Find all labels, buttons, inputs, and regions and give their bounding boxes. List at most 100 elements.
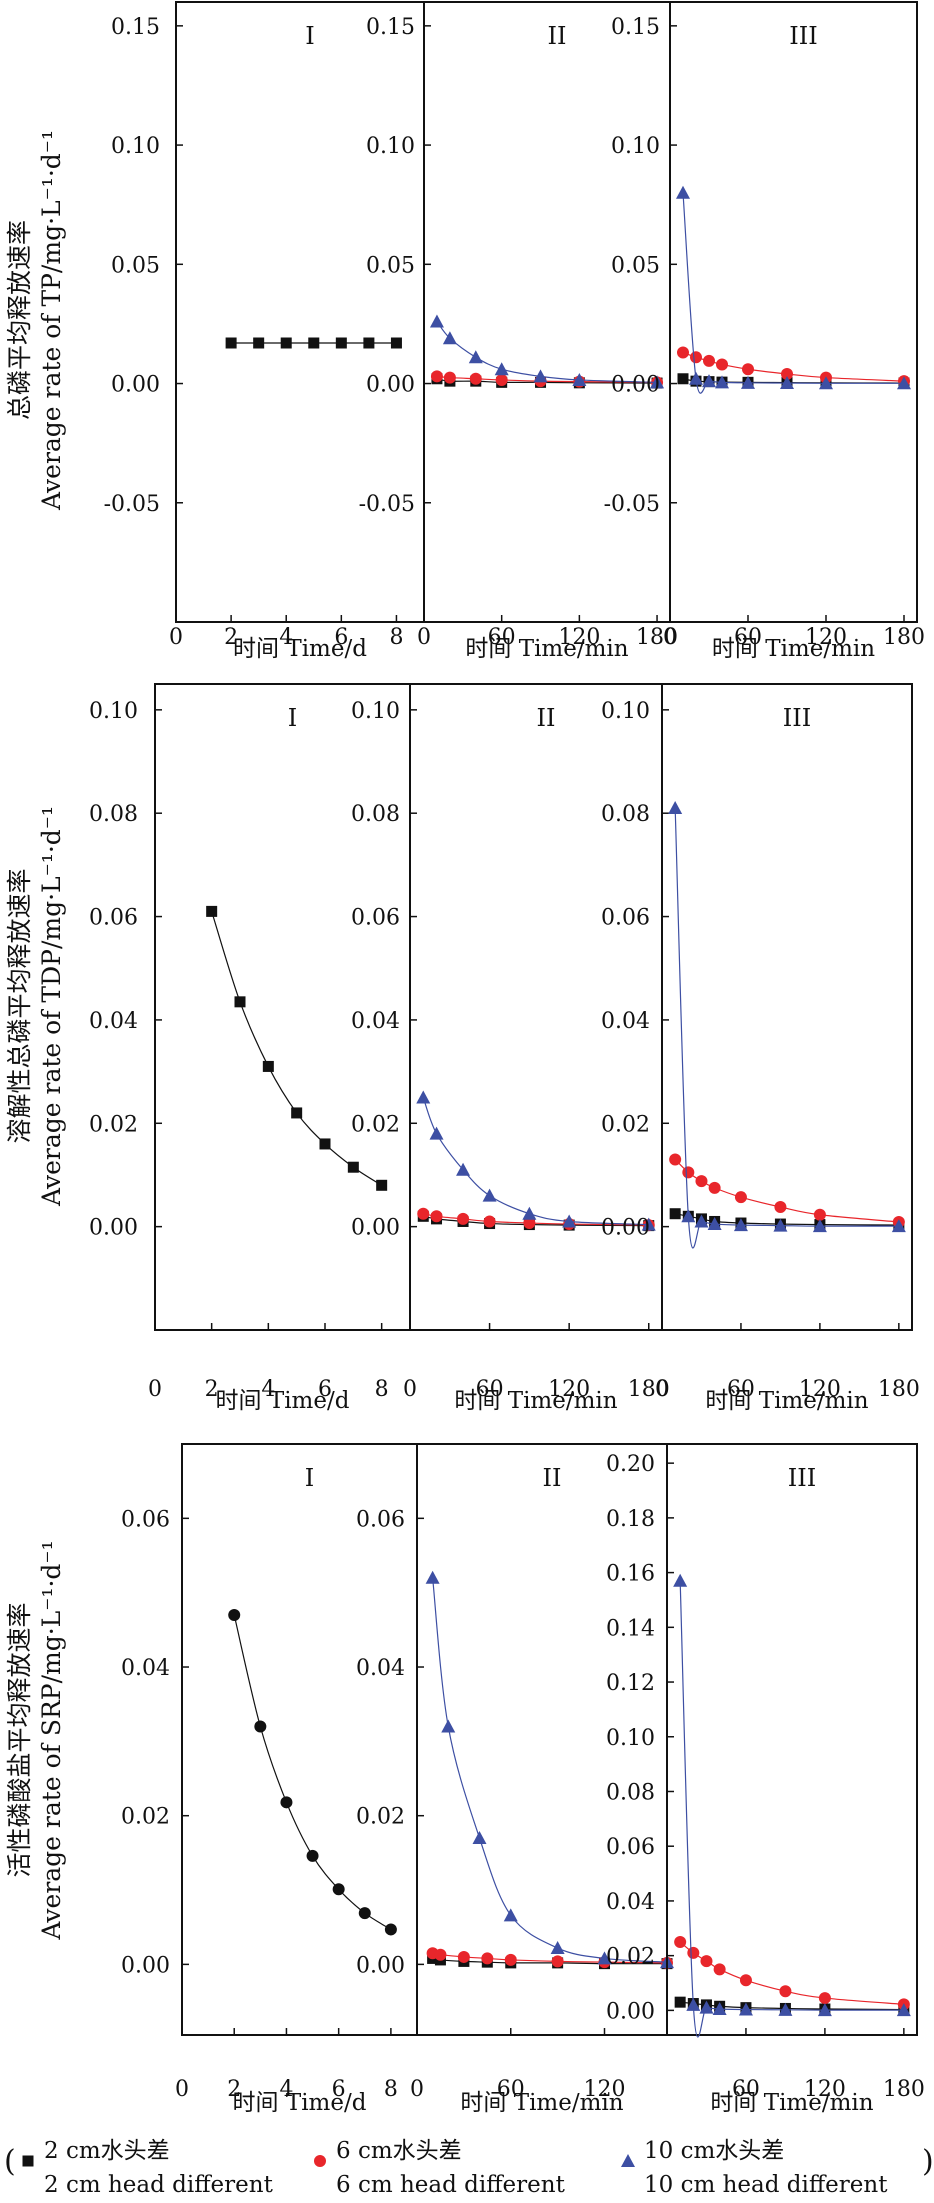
x-tick-label: 0 bbox=[169, 625, 183, 650]
data-point bbox=[812, 1219, 827, 1233]
data-point bbox=[494, 362, 509, 376]
data-point bbox=[739, 1974, 752, 1987]
x-axis-label: 时间 Time/min bbox=[454, 1388, 617, 1414]
legend-label-en: 6 cm head different bbox=[336, 2172, 566, 2198]
x-tick-label: 8 bbox=[384, 2077, 398, 2102]
data-point bbox=[641, 1217, 656, 1231]
x-tick-label: 60 bbox=[734, 625, 762, 650]
data-point bbox=[469, 372, 482, 385]
y-tick-label: 0.04 bbox=[356, 1656, 405, 1681]
y-tick-label: 0.04 bbox=[351, 1009, 400, 1034]
data-point bbox=[280, 1796, 293, 1809]
y-axis-label-cn: 活性磷酸盐平均释放速率 bbox=[5, 1602, 34, 1877]
data-point bbox=[503, 1908, 518, 1922]
data-point bbox=[472, 1831, 487, 1844]
data-point bbox=[686, 1997, 701, 2011]
x-axis-label: 时间 Time/d bbox=[233, 636, 367, 662]
y-axis-label-cn: 总磷平均释放速率 bbox=[5, 220, 34, 420]
series-line bbox=[432, 1577, 668, 1963]
y-tick-label: 0.14 bbox=[606, 1616, 655, 1641]
y-axis-label-group: 活性磷酸盐平均释放速率 Average rate of SRP/mg·L⁻¹·d⁻… bbox=[5, 1540, 66, 1940]
data-point bbox=[690, 351, 702, 364]
data-point bbox=[523, 1217, 536, 1230]
data-point bbox=[713, 1963, 726, 1976]
data-point bbox=[673, 1573, 688, 1587]
y-axis-label-group: 总磷平均释放速率 Average rate of TP/mg·L⁻¹·d⁻¹ bbox=[5, 130, 66, 511]
data-point bbox=[779, 1985, 792, 1998]
chart-srp: 活性磷酸盐平均释放速率 Average rate of SRP/mg·L⁻¹·d⁻… bbox=[5, 1443, 925, 2116]
circle-marker-icon bbox=[314, 2155, 326, 2167]
panel-label: II bbox=[537, 704, 556, 732]
data-point bbox=[896, 2003, 911, 2017]
legend-item: 10 cm水头差 10 cm head different bbox=[621, 2138, 888, 2198]
data-point bbox=[429, 314, 444, 328]
x-tick-label: 60 bbox=[727, 1377, 755, 1402]
y-axis-label-en: Average rate of TP/mg·L⁻¹·d⁻¹ bbox=[37, 130, 66, 511]
panel-frame bbox=[669, 1, 918, 623]
data-point bbox=[550, 1941, 565, 1955]
y-tick-label: 0.10 bbox=[366, 134, 415, 159]
data-point bbox=[891, 1219, 906, 1233]
data-point bbox=[482, 1188, 497, 1202]
series-s2cm bbox=[225, 337, 402, 349]
legend-label-cn: 6 cm水头差 bbox=[336, 2138, 462, 2164]
data-point bbox=[441, 1719, 456, 1733]
y-tick-label: 0.00 bbox=[121, 1953, 170, 1978]
data-point bbox=[819, 376, 833, 390]
x-tick-label: 60 bbox=[497, 2077, 525, 2102]
y-tick-label: 0.06 bbox=[356, 1507, 405, 1532]
x-tick-label: 180 bbox=[636, 625, 678, 650]
data-point bbox=[818, 1992, 831, 2005]
data-point bbox=[689, 371, 703, 385]
x-tick-label: 6 bbox=[332, 2077, 346, 2102]
data-point bbox=[306, 1849, 319, 1862]
data-point bbox=[669, 1153, 682, 1166]
panel-label: III bbox=[783, 704, 811, 732]
y-tick-label: 0.02 bbox=[121, 1805, 170, 1830]
data-point bbox=[677, 373, 689, 385]
data-point bbox=[695, 1175, 708, 1188]
x-tick-label: 2 bbox=[224, 625, 238, 650]
data-point bbox=[308, 337, 320, 349]
data-point bbox=[694, 1214, 709, 1228]
data-point bbox=[774, 1201, 787, 1214]
y-tick-label: 0.02 bbox=[89, 1112, 138, 1137]
y-tick-label: 0.12 bbox=[606, 1671, 655, 1696]
data-point bbox=[262, 1060, 274, 1072]
data-point bbox=[533, 369, 548, 383]
legend-label-cn: 10 cm水头差 bbox=[644, 2138, 784, 2164]
y-tick-label: 0.06 bbox=[89, 906, 138, 931]
data-point bbox=[712, 2002, 727, 2016]
x-tick-label: 120 bbox=[804, 2077, 846, 2102]
legend-item: 2 cm水头差 2 cm head different bbox=[22, 2138, 274, 2198]
data-point bbox=[376, 1179, 388, 1191]
y-tick-label: 0.10 bbox=[601, 699, 650, 724]
series-line bbox=[682, 351, 905, 382]
y-tick-label: 0.00 bbox=[351, 1216, 400, 1241]
x-tick-label: 2 bbox=[227, 2077, 241, 2102]
y-tick-label: 0.10 bbox=[111, 134, 160, 159]
data-point bbox=[572, 372, 587, 386]
panel-label: I bbox=[305, 22, 314, 50]
series-line bbox=[211, 911, 382, 1186]
x-tick-label: 8 bbox=[389, 625, 403, 650]
x-tick-label: 0 bbox=[410, 2077, 424, 2102]
y-tick-label: 0.08 bbox=[351, 802, 400, 827]
data-point bbox=[742, 363, 754, 376]
data-point bbox=[425, 1570, 440, 1584]
y-tick-label: 0.00 bbox=[366, 373, 415, 398]
y-tick-label: 0.00 bbox=[611, 373, 660, 398]
data-point bbox=[332, 1883, 345, 1896]
data-point bbox=[781, 368, 793, 380]
y-tick-label: 0.06 bbox=[351, 906, 400, 931]
square-marker-icon bbox=[22, 2155, 34, 2167]
panel-frame bbox=[666, 1443, 918, 2036]
panel-label: III bbox=[788, 1464, 816, 1492]
chart-tp: 总磷平均释放速率 Average rate of TP/mg·L⁻¹·d⁻¹ -0.… bbox=[5, 1, 925, 662]
data-point bbox=[481, 1952, 494, 1965]
y-tick-label: 0.06 bbox=[121, 1507, 170, 1532]
data-point bbox=[716, 358, 728, 371]
